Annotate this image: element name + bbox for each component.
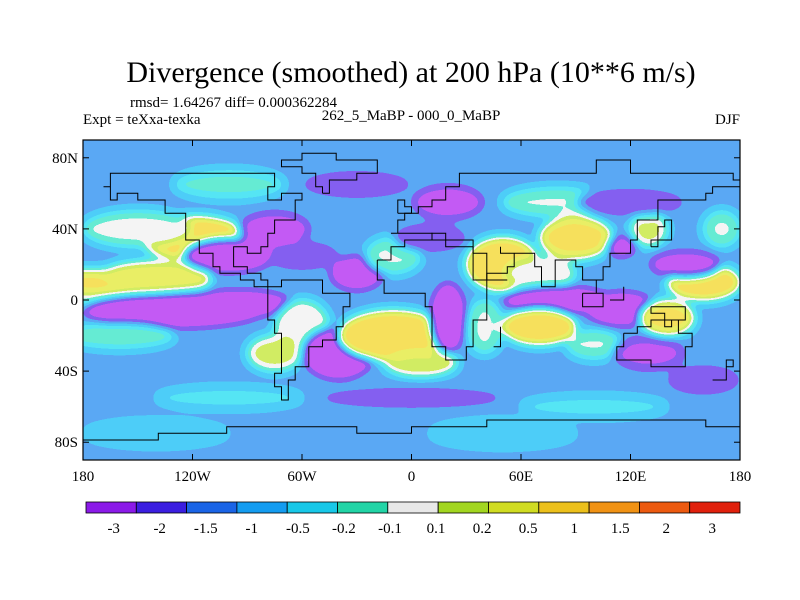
field-anomaly xyxy=(575,188,686,217)
colorbar-label: -1 xyxy=(246,521,259,537)
field-anomaly xyxy=(393,223,467,252)
field-anomaly xyxy=(667,365,740,395)
colorbar-label: 1 xyxy=(570,521,578,537)
field-anomaly xyxy=(101,260,211,290)
colorbar-swatch xyxy=(337,501,389,514)
x-tick-label: 60W xyxy=(287,469,317,485)
x-tick-label: 0 xyxy=(408,469,416,485)
field-anomaly xyxy=(539,216,613,260)
colorbar-label: 1.5 xyxy=(611,521,630,537)
coastline xyxy=(650,219,673,248)
colorbar-swatch xyxy=(236,501,288,514)
coastline xyxy=(582,292,604,308)
colorbar-swatch xyxy=(85,501,137,514)
field-anomaly xyxy=(384,348,458,377)
x-tick-label: 120E xyxy=(615,469,647,485)
x-tick-label: 180 xyxy=(72,469,95,485)
colorbar-swatch xyxy=(437,501,489,514)
colorbar-swatch xyxy=(488,501,540,514)
coastline xyxy=(712,359,734,381)
x-tick-label: 180 xyxy=(729,469,752,485)
colorbar: -3 -2 -1.5 -1 -0.5 -0.2 -0.1 0.1 0.2 0.5 1 1.5 2 3 xyxy=(85,501,741,537)
field-anomaly xyxy=(83,323,175,348)
coastline xyxy=(397,199,412,214)
colorbar-label: -3 xyxy=(107,521,120,537)
colorbar-swatch xyxy=(639,501,691,514)
y-tick-label: 0 xyxy=(71,293,79,309)
coastline xyxy=(376,232,508,361)
colorbar-swatch xyxy=(286,501,338,514)
coastline xyxy=(493,326,501,348)
field-anomaly xyxy=(183,237,275,274)
colorbar-label: -0.1 xyxy=(378,521,402,537)
field-anomaly xyxy=(429,419,576,448)
field-anomaly xyxy=(411,184,485,220)
coastline xyxy=(610,286,625,301)
coastlines xyxy=(83,152,740,441)
colorbar-label: 0.5 xyxy=(519,521,538,537)
x-tick-label: 120W xyxy=(174,469,212,485)
field-anomaly xyxy=(265,241,339,270)
field-anomaly xyxy=(703,211,740,247)
colorbar-swatch xyxy=(588,501,640,514)
colorbar-label: -2 xyxy=(153,521,166,537)
colorbar-label: 3 xyxy=(709,521,717,537)
y-tick-label: 40N xyxy=(52,222,78,238)
field-anomaly xyxy=(502,255,576,292)
colorbar-swatch xyxy=(387,501,439,514)
field-anomaly xyxy=(429,282,467,354)
colorbar-label: -1.5 xyxy=(194,521,218,537)
stats-label: rmsd= 1.64267 diff= 0.000362284 xyxy=(130,95,338,111)
field-anomaly xyxy=(247,335,302,372)
field-anomaly xyxy=(566,330,622,359)
experiment-label: Expt = teXxa-texka xyxy=(83,112,201,128)
colorbar-swatch xyxy=(689,501,741,514)
colorbar-label: -0.2 xyxy=(332,521,356,537)
colorbar-swatch xyxy=(135,501,188,514)
field-anomaly xyxy=(174,170,284,199)
y-tick-label: 80S xyxy=(55,435,78,451)
axes: 180 120W 60W 0 60E 120E 180 80N 40N 0 40S 80S xyxy=(52,140,751,485)
coastline xyxy=(83,419,740,441)
field-anomaly xyxy=(83,211,193,247)
coastline xyxy=(281,152,378,194)
coastline xyxy=(616,319,693,368)
field-anomaly xyxy=(156,387,302,409)
field-anomaly xyxy=(521,396,667,418)
colorbar-label: 0.2 xyxy=(473,521,492,537)
field-anomaly xyxy=(639,300,695,336)
coastline xyxy=(650,306,686,321)
field-anomaly xyxy=(502,308,576,345)
field-anomaly xyxy=(648,250,722,279)
field-anomaly xyxy=(320,387,503,409)
field-anomaly xyxy=(606,236,637,258)
field-anomaly xyxy=(466,300,503,354)
y-tick-label: 80N xyxy=(52,151,78,167)
y-tick-label: 40S xyxy=(55,364,78,380)
divergence-field xyxy=(83,140,740,460)
x-tick-label: 60E xyxy=(509,469,533,485)
coastline xyxy=(103,172,303,288)
colorbar-swatch xyxy=(186,501,238,514)
coastline xyxy=(391,159,740,294)
center-label: 262_5_MaBP - 000_0_MaBP xyxy=(322,108,501,124)
colorbar-label: 2 xyxy=(663,521,671,537)
coastline xyxy=(267,279,351,401)
season-label: DJF xyxy=(715,112,740,128)
colorbar-label: -0.5 xyxy=(286,521,310,537)
field-anomaly xyxy=(183,289,293,318)
chart-title: Divergence (smoothed) at 200 hPa (10**6 … xyxy=(126,56,695,89)
colorbar-label: 0.1 xyxy=(427,521,446,537)
colorbar-swatch xyxy=(538,501,590,514)
field-anomaly xyxy=(612,335,686,372)
field-anomaly xyxy=(630,211,668,247)
